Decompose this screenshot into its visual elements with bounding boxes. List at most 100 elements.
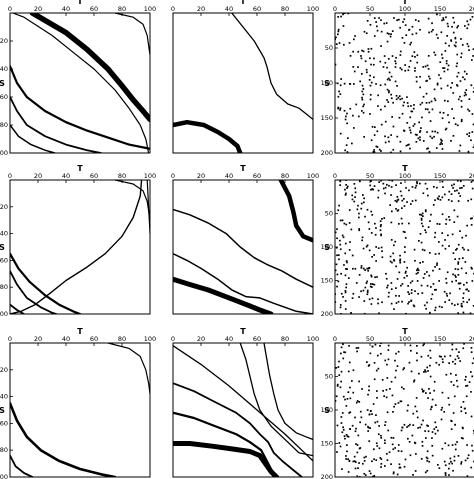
scatter-point [434,432,437,435]
scatter-point [466,384,469,387]
scatter-point [455,65,458,68]
scatter-point [337,30,340,33]
x-tick-label: 20 [34,5,42,13]
scatter-point [442,67,444,69]
scatter-point [396,473,399,476]
scatter-point [378,181,380,183]
scatter-point [427,354,430,357]
x-tick-label: 100 [307,172,319,180]
scatter-point [398,295,400,297]
scatter-point [379,229,382,232]
scatter-point [450,381,453,383]
scatter-point [441,213,444,216]
scatter-point [457,282,460,285]
scatter-point [441,53,443,56]
scatter-point [460,118,463,121]
scatter-point [421,440,424,443]
scatter-point [403,231,406,233]
scatter-point [416,345,418,347]
scatter-point [365,32,368,35]
scatter-point [411,25,414,28]
scatter-point [375,21,377,23]
scatter-point [385,22,388,24]
scatter-point [408,29,410,31]
x-axis-label: T [402,0,408,6]
scatter-point [408,301,410,303]
scatter-point [384,141,387,144]
x-tick-label: 40 [225,5,233,13]
plot-frame [9,179,151,315]
scatter-point [336,451,338,453]
scatter-point [382,182,385,185]
scatter-point [470,391,472,393]
scatter-point [380,180,382,182]
scatter-point [441,306,443,309]
scatter-point [359,447,362,449]
scatter-point [452,187,454,189]
scatter-point [459,195,462,197]
scatter-point [437,464,439,466]
x-tick-label: 80 [281,335,289,343]
scatter-point [472,305,474,307]
scatter-point [403,367,405,369]
scatter-point [472,180,474,182]
scatter-point [424,182,427,185]
scatter-point [392,471,395,474]
scatter-point [431,108,434,111]
scatter-point [349,55,352,57]
scatter-point [419,262,421,264]
scatter-point [404,24,407,26]
scatter-point [429,135,432,138]
scatter-point [386,66,388,69]
scatter-point [375,246,377,248]
scatter-point [458,150,461,152]
scatter-point [423,304,426,307]
scatter-point [410,349,412,352]
scatter-point [340,370,343,373]
scatter-point [471,444,473,447]
scatter-point [410,370,413,373]
scatter-point [438,268,441,270]
scatter-point [445,60,448,62]
scatter-point [413,379,416,382]
scatter-point [380,30,383,33]
scatter-point [466,133,468,136]
scatter-point [468,135,470,137]
scatter-point [467,290,470,292]
y-tick-label: 40 [0,230,8,238]
scatter-point [398,271,401,274]
scatter-point [419,103,422,106]
scatter-point [401,112,404,115]
scatter-point [467,150,470,153]
scatter-point [375,83,377,85]
scatter-point [418,372,420,375]
scatter-point [403,198,405,200]
scatter-point [380,45,382,47]
scatter-point [456,75,459,78]
scatter-point [441,244,444,247]
scatter-point [460,410,463,413]
scatter-point [370,188,372,191]
x-tick-label: 60 [253,335,261,343]
y-tick-label: 200 [321,310,333,318]
scatter-point [450,428,453,430]
scatter-point [388,33,390,35]
scatter-point [452,135,455,137]
scatter-point [339,180,342,183]
scatter-point [384,192,386,195]
scatter-point [445,292,448,295]
scatter-point [341,219,344,222]
scatter-point [344,242,347,245]
scatter-point [385,272,387,275]
scatter-point [392,101,394,104]
scatter-point [425,102,428,104]
scatter-point [399,150,402,153]
scatter-point [456,215,459,218]
scatter-point [445,282,448,284]
scatter-point [339,107,342,110]
scatter-point [366,267,369,270]
scatter-point [345,268,347,270]
scatter-point [430,298,433,300]
scatter-point [399,400,402,403]
scatter-point [377,433,380,436]
